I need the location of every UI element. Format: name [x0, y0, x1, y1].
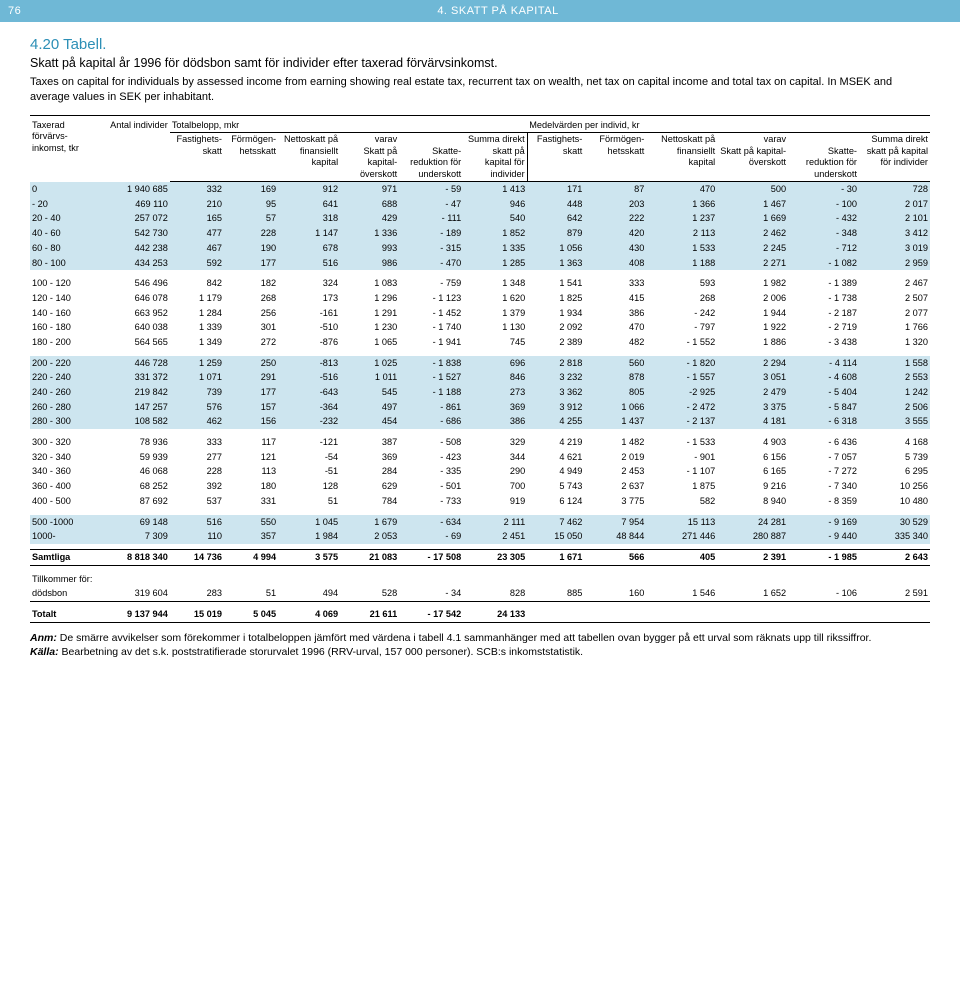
col-m-varav2: Skatte- reduktion för underskott	[788, 133, 859, 182]
table-row: 40 - 60542 7304772281 1471 336- 1891 852…	[30, 226, 930, 241]
table-row: - 20469 11021095641688- 479464482031 366…	[30, 197, 930, 212]
table-row: 180 - 200564 5651 349272-8761 065- 1 941…	[30, 335, 930, 350]
col-t-varav2: Skatte- reduktion för underskott	[399, 133, 463, 182]
table-row: 1000-7 3091103571 9842 053- 692 45115 05…	[30, 529, 930, 544]
table-row: 500 -100069 1485165501 0451 679- 6342 11…	[30, 515, 930, 530]
table-description: Taxes on capital for individuals by asse…	[30, 75, 930, 105]
table-row: 100 - 120546 4968421823241 083- 7591 348…	[30, 276, 930, 291]
col-t-fastighets: Fastighets- skatt	[170, 133, 224, 182]
col-m-formogen: Förmögen- hetsskatt	[584, 133, 646, 182]
col-t-varav1: varavSkatt på kapital- överskott	[340, 133, 399, 182]
col-t-summa: Summa direkt skatt på kapital för indivi…	[463, 133, 527, 182]
table-row: 320 - 34059 939277121-54369- 4233444 621…	[30, 450, 930, 465]
col-m-fastighets: Fastighets- skatt	[527, 133, 584, 182]
total-row: Samtliga8 818 34014 7364 9943 57521 083-…	[30, 550, 930, 566]
table-row: 220 - 240331 3721 071291-5161 011- 1 527…	[30, 370, 930, 385]
data-table: Taxerad förvärvs- inkomst, tkr Antal ind…	[30, 115, 930, 624]
col-antal: Antal individer	[101, 115, 170, 182]
col-taxerad: Taxerad förvärvs- inkomst, tkr	[30, 115, 101, 182]
total-row: dödsbon319 60428351494528- 348288851601 …	[30, 586, 930, 601]
subtotal-label-row: Tillkommer för:	[30, 572, 930, 587]
table-row: 01 940 685332169912971- 591 413171874705…	[30, 182, 930, 197]
table-row: 340 - 36046 068228113-51284- 3352904 949…	[30, 464, 930, 479]
table-row: 360 - 40068 252392180128629- 5017005 743…	[30, 479, 930, 494]
table-row: 20 - 40257 07216557318429- 1115406422221…	[30, 211, 930, 226]
table-header: Taxerad förvärvs- inkomst, tkr Antal ind…	[30, 115, 930, 182]
section-label: 4. SKATT PÅ KAPITAL	[44, 5, 952, 17]
table-row: 300 - 32078 936333117-121387- 5083294 21…	[30, 435, 930, 450]
page-header: 76 4. SKATT PÅ KAPITAL	[0, 0, 960, 22]
note-text: De smärre avvikelser som förekommer i to…	[57, 632, 872, 644]
note-label: Anm:	[30, 632, 57, 644]
table-row: 80 - 100434 253592177516986- 4701 2851 3…	[30, 256, 930, 271]
table-source: Källa: Bearbetning av det s.k. poststrat…	[30, 645, 930, 659]
table-subtitle: Skatt på kapital år 1996 för dödsbon sam…	[30, 55, 930, 72]
table-row: 400 - 50087 69253733151784- 7339196 1243…	[30, 494, 930, 509]
table-row: 120 - 140646 0781 1792681731 296- 1 1231…	[30, 291, 930, 306]
page-number: 76	[8, 5, 44, 17]
table-row: 280 - 300108 582462156-232454- 6863864 2…	[30, 414, 930, 429]
col-total-group: Totalbelopp, mkr	[170, 115, 527, 133]
table-row: 260 - 280147 257576157-364497- 8613693 9…	[30, 400, 930, 415]
table-body: 01 940 685332169912971- 591 413171874705…	[30, 182, 930, 544]
table-row: 200 - 220446 7281 259250-8131 025- 1 838…	[30, 356, 930, 371]
total-row: Totalt9 137 94415 0195 0454 06921 611- 1…	[30, 607, 930, 622]
col-m-varav1: varavSkatt på kapital- överskott	[717, 133, 788, 182]
col-t-formogen: Förmögen- hetsskatt	[224, 133, 278, 182]
table-row: 160 - 180640 0381 339301-5101 230- 1 740…	[30, 320, 930, 335]
table-row: 240 - 260219 842739177-643545- 1 1882733…	[30, 385, 930, 400]
table-note: Anm: De smärre avvikelser som förekommer…	[30, 631, 930, 645]
table-row: 60 - 80442 238467190678993- 3151 3351 05…	[30, 241, 930, 256]
source-label: Källa:	[30, 646, 59, 658]
col-m-netto: Nettoskatt på finansiellt kapital	[646, 133, 717, 182]
col-m-summa: Summa direkt skatt på kapital för indivi…	[859, 133, 930, 182]
col-mean-group: Medelvärden per individ, kr	[527, 115, 930, 133]
col-t-netto: Nettoskatt på finansiellt kapital	[278, 133, 340, 182]
table-totals: Samtliga8 818 34014 7364 9943 57521 083-…	[30, 544, 930, 623]
table-row: 140 - 160663 9521 284256-1611 291- 1 452…	[30, 306, 930, 321]
table-title: 4.20 Tabell.	[30, 36, 930, 53]
content: 4.20 Tabell. Skatt på kapital år 1996 fö…	[0, 22, 960, 679]
source-text: Bearbetning av det s.k. poststratifierad…	[59, 646, 583, 658]
